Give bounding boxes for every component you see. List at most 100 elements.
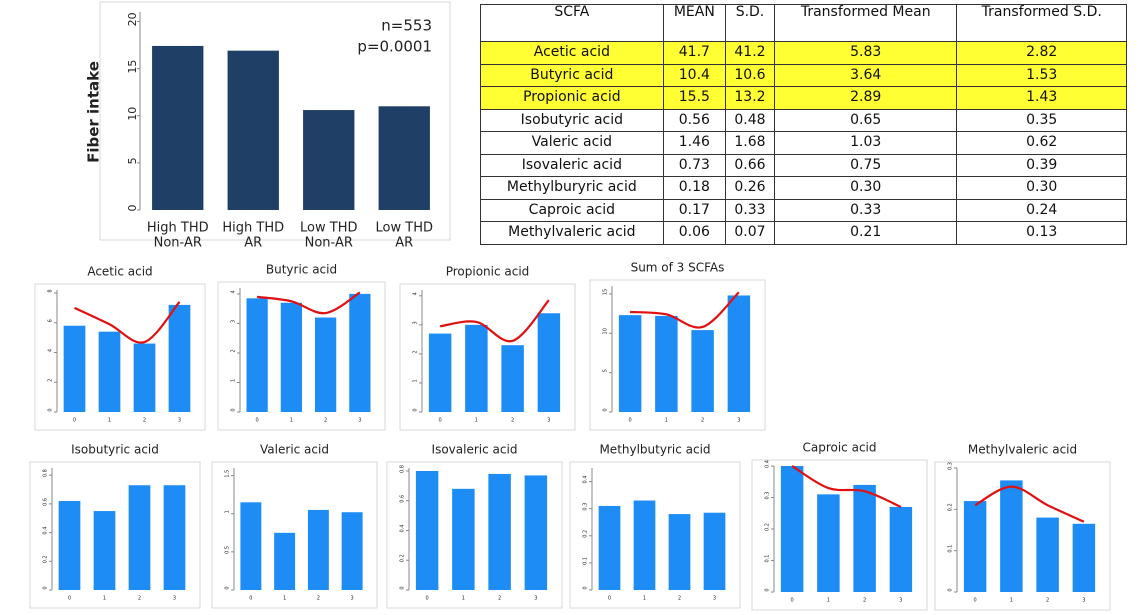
chart-title: Isovaleric acid [432, 443, 518, 457]
table-cell: Valeric acid [480, 131, 664, 155]
table-cell: Methylburyric acid [480, 176, 664, 200]
trend-line [630, 291, 740, 329]
bar [240, 502, 262, 590]
x-tick-label: 0 [629, 418, 632, 424]
y-tick-label: 0.5 [225, 546, 231, 554]
table-cell: 0.13 [956, 221, 1127, 245]
bar [853, 484, 876, 592]
y-tick-label: 0 [400, 586, 406, 589]
y-tick-label: 0.6 [400, 495, 406, 503]
y-tick-label: 0.8 [43, 469, 49, 477]
bar [128, 485, 151, 590]
bar [378, 106, 430, 210]
table-cell: 41.2 [724, 41, 775, 65]
table-cell: 0.73 [662, 153, 726, 177]
bar [703, 512, 726, 590]
bar [668, 514, 691, 590]
table-cell: 0.66 [724, 153, 775, 177]
y-tick-label: 0.4 [400, 525, 406, 533]
table-row: SCFA MEAN S.D. Transformed Mean Transformed … [480, 4, 1127, 42]
table-row: Isobutyric acid 0.56 0.48 0.65 0.35 [480, 108, 1127, 132]
x-tick-label: 3 [358, 418, 361, 424]
chart-title: Methylvaleric acid [968, 443, 1077, 457]
bar [303, 110, 355, 210]
x-tick-label: 0 [426, 596, 429, 602]
y-tick-label: 4 [48, 349, 54, 352]
table-cell: 15.5 [662, 86, 726, 110]
x-tick-label: 3 [351, 596, 354, 602]
x-tick-label: Non-AR [305, 236, 353, 251]
table-cell: Acetic acid [480, 41, 664, 65]
bar [618, 315, 642, 412]
y-tick-label: 1 [413, 379, 419, 382]
bar [817, 494, 840, 592]
bar [415, 470, 439, 590]
x-tick-label: 3 [899, 598, 902, 604]
table-cell: 1.68 [724, 131, 775, 155]
table-cell: 0.65 [773, 108, 958, 132]
y-tick-label: 15 [603, 289, 609, 295]
y-tick-label: 0 [43, 586, 49, 589]
table-cell: 0.56 [662, 108, 726, 132]
y-tick-label: 0 [225, 586, 231, 589]
table-cell: Transformed Mean [773, 4, 958, 42]
x-tick-label: 2 [701, 418, 704, 424]
chart-title: Isobutyric acid [71, 443, 159, 457]
y-tick-label: 0.2 [400, 554, 406, 562]
table-cell: 0.17 [662, 198, 726, 222]
trend-line [74, 301, 181, 344]
y-tick-label: 1.5 [225, 470, 231, 478]
x-tick-label: 3 [178, 418, 181, 424]
table-cell: 0.21 [773, 221, 958, 245]
table-row: Valeric acid 1.46 1.68 1.03 0.62 [480, 131, 1127, 155]
table-cell: 0.62 [956, 131, 1127, 155]
x-tick-label: 3 [547, 418, 550, 424]
chart-frame [29, 461, 201, 609]
y-tick-label: 0.8 [400, 465, 406, 473]
x-tick-label: 0 [791, 598, 794, 604]
x-tick-label: AR [395, 236, 413, 251]
table-cell: SCFA [480, 4, 664, 42]
y-tick-label: 0.1 [765, 555, 771, 563]
bar [691, 330, 714, 412]
table-cell: 2.89 [773, 86, 958, 110]
trend-line [256, 291, 361, 315]
x-tick-label: 2 [863, 598, 866, 604]
x-tick-label: 0 [608, 596, 611, 602]
table-cell: 0.06 [662, 221, 726, 245]
chart-frame [211, 461, 378, 609]
table-cell: Isobutyric acid [480, 108, 664, 132]
bar [63, 325, 86, 412]
y-tick-label: 0.3 [948, 462, 954, 470]
bar [1000, 480, 1023, 592]
table-cell: 1.43 [956, 86, 1127, 110]
bar [274, 532, 296, 590]
chart-frame [934, 461, 1111, 611]
table-row: Butyric acid 10.4 10.6 3.64 1.53 [480, 63, 1127, 87]
y-tick-label: 0.3 [765, 492, 771, 500]
x-tick-label: 1 [827, 598, 830, 604]
x-tick-label: 0 [249, 596, 252, 602]
y-tick-label: 0.6 [43, 498, 49, 506]
x-tick-label: 1 [665, 418, 668, 424]
y-tick-label: 2 [413, 350, 419, 353]
table-cell: 0.33 [773, 198, 958, 222]
x-tick-label: 2 [511, 418, 514, 424]
annotation: p=0.0001 [357, 38, 432, 56]
chart-title: Valeric acid [260, 443, 329, 457]
x-tick-label: 3 [173, 596, 176, 602]
chart-title: Methylbutyric acid [599, 443, 710, 457]
bar [428, 333, 452, 412]
y-tick-label: 1 [225, 510, 231, 513]
bar [133, 343, 156, 412]
chart-frame [751, 459, 928, 611]
bar [465, 324, 488, 412]
table-cell: 1.46 [662, 131, 726, 155]
y-tick-label: 3 [413, 321, 419, 324]
x-tick-label: 2 [143, 418, 146, 424]
y-tick-label: 0 [231, 408, 237, 411]
x-tick-label: 0 [68, 596, 71, 602]
x-tick-label: 2 [1046, 598, 1049, 604]
trend-line [974, 485, 1085, 523]
y-tick-label: 0.4 [583, 476, 589, 484]
